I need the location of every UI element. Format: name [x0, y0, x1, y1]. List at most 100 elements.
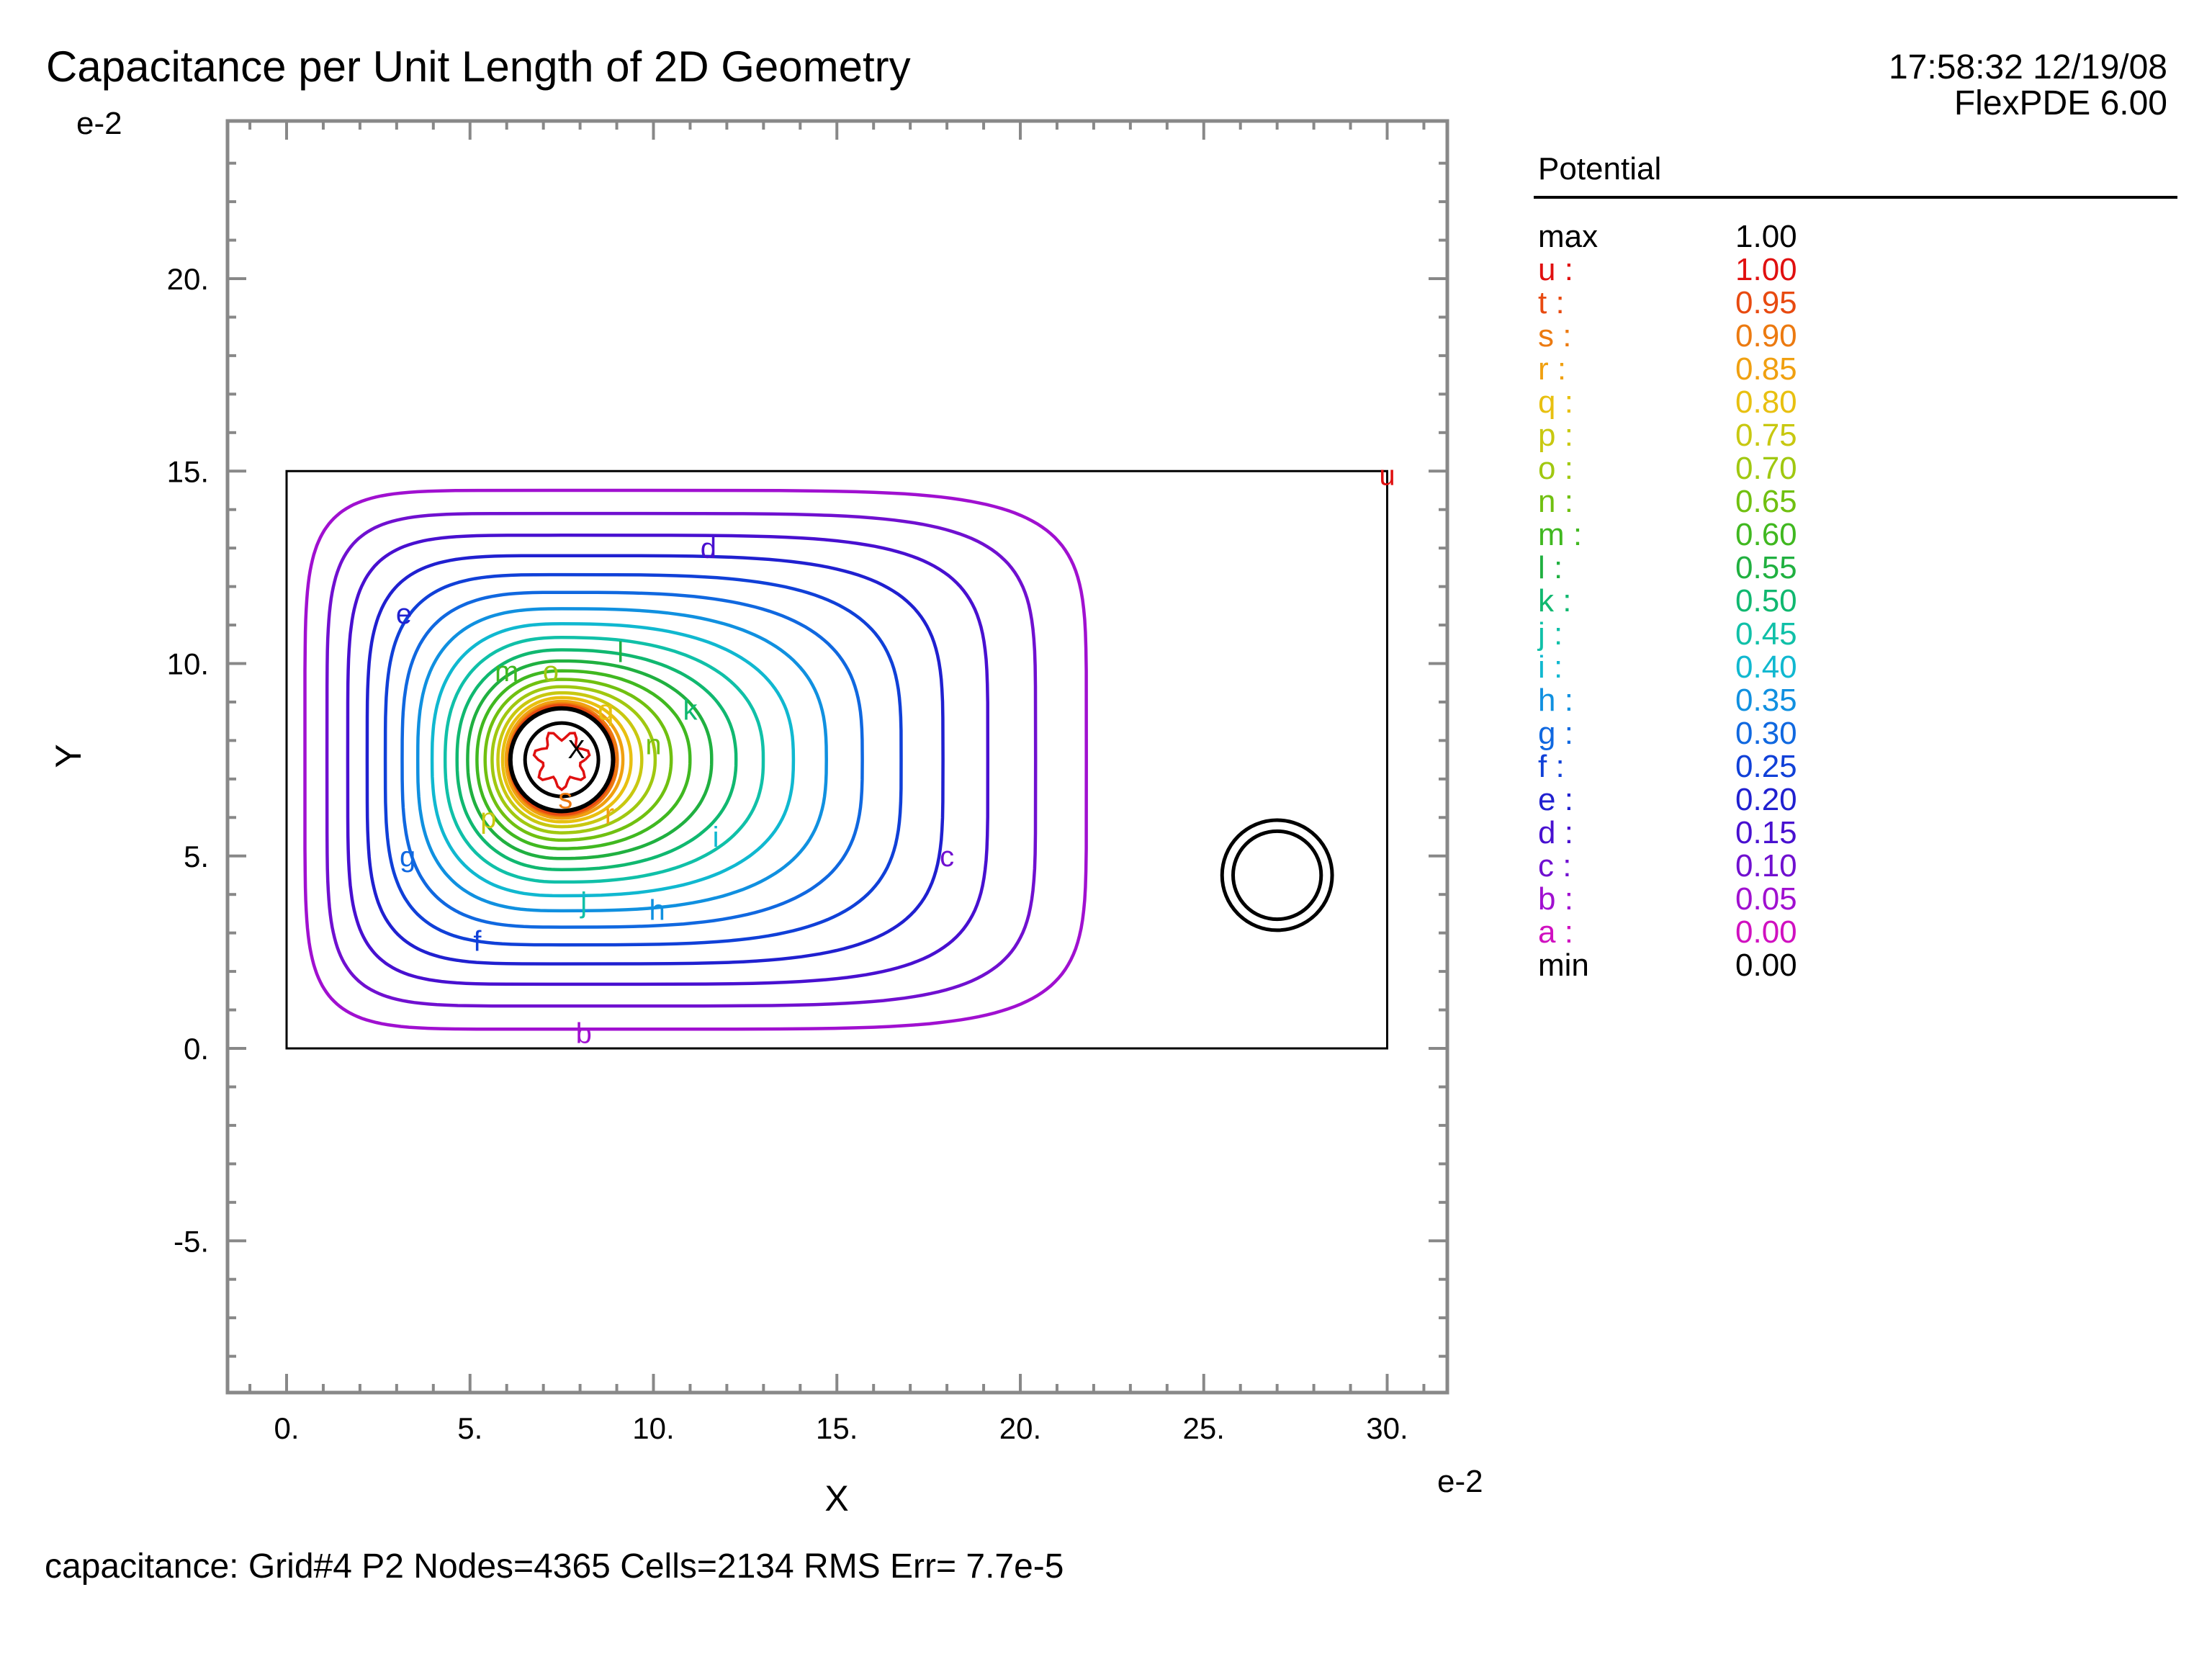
legend-key: e :: [1538, 782, 1573, 817]
contour-o: [490, 685, 657, 835]
legend-value: 0.00: [1735, 948, 1797, 983]
contour-d: [346, 534, 990, 986]
legend-entry: r : 0.85: [1534, 353, 2182, 386]
contour-label-l: l: [617, 637, 624, 668]
legend-value: 0.65: [1735, 484, 1797, 519]
legend-value: 1.00: [1735, 219, 1797, 254]
legend-entry: s : 0.90: [1534, 320, 2182, 353]
legend: Potential max 1.00 u :1.00 t :0.95 s :0.90 r …: [1534, 151, 2182, 982]
x-axis-label: X: [824, 1478, 848, 1519]
y-axis-label: Y: [48, 744, 89, 768]
legend-entry: h : 0.35: [1534, 684, 2182, 717]
chart-title: Capacitance per Unit Length of 2D Geomet…: [46, 42, 911, 91]
legend-entry: min 0.00: [1534, 949, 2182, 982]
legend-entry: l : 0.55: [1534, 552, 2182, 585]
contour-label-d: d: [701, 533, 716, 565]
contour-m: [475, 669, 692, 850]
legend-key: a :: [1538, 914, 1573, 950]
legend-value: 0.25: [1735, 749, 1797, 784]
contour-e: [365, 554, 945, 966]
contour-label-f: f: [473, 925, 482, 957]
legend-value: 0.35: [1735, 683, 1797, 718]
contour-p: [496, 691, 644, 829]
legend-entry: u : 1.00: [1534, 253, 2182, 287]
legend-entry: t : 0.95: [1534, 287, 2182, 320]
legend-entry: n : 0.65: [1534, 485, 2182, 518]
legend-entry: q : 0.80: [1534, 386, 2182, 419]
contour-label-s: s: [558, 783, 572, 815]
contour-label-j: j: [580, 887, 587, 919]
x-tick-label: 10.: [632, 1411, 674, 1445]
x-tick-label: 30.: [1366, 1411, 1408, 1445]
contour-g: [400, 590, 864, 929]
legend-value: 0.70: [1735, 451, 1797, 486]
x-tick-label: 15.: [816, 1411, 858, 1445]
legend-key: t :: [1538, 285, 1565, 320]
contour-label-e: e: [396, 598, 412, 630]
legend-entry: a : 0.00: [1534, 916, 2182, 949]
legend-key: f :: [1538, 749, 1565, 784]
y-tick-label: 5.: [184, 840, 209, 873]
second-conductor-outer: [1220, 818, 1334, 932]
axis-ticks: [228, 121, 1447, 1393]
y-tick-label: 15.: [167, 454, 209, 488]
contour-i: [430, 622, 796, 898]
domain-rect: [285, 469, 1388, 1050]
legend-value: 0.40: [1735, 649, 1797, 685]
legend-entry: b : 0.05: [1534, 883, 2182, 916]
legend-entry: j : 0.45: [1534, 618, 2182, 651]
contour-l: [466, 659, 714, 860]
legend-key: k :: [1538, 583, 1572, 619]
contour-u: [532, 732, 591, 792]
legend-key: l :: [1538, 550, 1563, 585]
legend-entry: e : 0.20: [1534, 783, 2182, 817]
x-tick-label: 5.: [457, 1411, 482, 1445]
contour-k: [455, 648, 738, 871]
contour-label-g: g: [400, 841, 415, 873]
conductors: [508, 706, 1334, 932]
legend-key: m :: [1538, 517, 1583, 552]
legend-key: p :: [1538, 418, 1573, 453]
legend-divider: [1534, 196, 2177, 199]
contour-q: [500, 696, 633, 824]
legend-key: i :: [1538, 649, 1563, 685]
legend-key: h :: [1538, 683, 1573, 718]
legend-value: 0.05: [1735, 881, 1797, 917]
contour-label-r: r: [605, 799, 614, 830]
contour-label-i: i: [713, 822, 719, 853]
legend-value: 0.00: [1735, 914, 1797, 950]
legend-value: 0.50: [1735, 583, 1797, 619]
contour-c: [325, 511, 1038, 1008]
legend-key: max: [1538, 219, 1599, 254]
software-version: FlexPDE 6.00: [1954, 84, 2167, 122]
legend-key: b :: [1538, 881, 1573, 917]
contour-label-o: o: [543, 656, 559, 688]
legend-entry: i : 0.40: [1534, 651, 2182, 684]
inner-conductor-inner: [523, 721, 601, 799]
legend-value: 0.60: [1735, 517, 1797, 552]
legend-key: u :: [1538, 252, 1573, 287]
legend-key: q :: [1538, 385, 1573, 420]
inner-conductor-outer: [508, 706, 616, 814]
legend-value: 1.00: [1735, 252, 1797, 287]
legend-key: s :: [1538, 318, 1572, 354]
contour-label-c: c: [940, 841, 954, 873]
legend-value: 0.90: [1735, 318, 1797, 354]
legend-entry: c : 0.10: [1534, 850, 2182, 883]
legend-entry: m : 0.60: [1534, 518, 2182, 552]
legend-value: 0.30: [1735, 716, 1797, 751]
contour-label-q: q: [598, 695, 613, 727]
contour-n: [483, 678, 673, 842]
legend-value: 0.20: [1735, 782, 1797, 817]
legend-key: d :: [1538, 815, 1573, 850]
y-tick-label: -5.: [174, 1224, 209, 1258]
legend-key: n :: [1538, 484, 1573, 519]
x-tick-label: 0.: [274, 1411, 299, 1445]
legend-key: min: [1538, 948, 1589, 983]
axis-tick-labels: 0. 5. 10. 15. 20. 25. 30. -5. 0. 5. 10. 15. 20.: [167, 262, 1408, 1445]
legend-entry: k : 0.50: [1534, 585, 2182, 618]
contour-label-p: p: [480, 802, 496, 834]
legend-value: 0.95: [1735, 285, 1797, 320]
legend-value: 0.75: [1735, 418, 1797, 453]
